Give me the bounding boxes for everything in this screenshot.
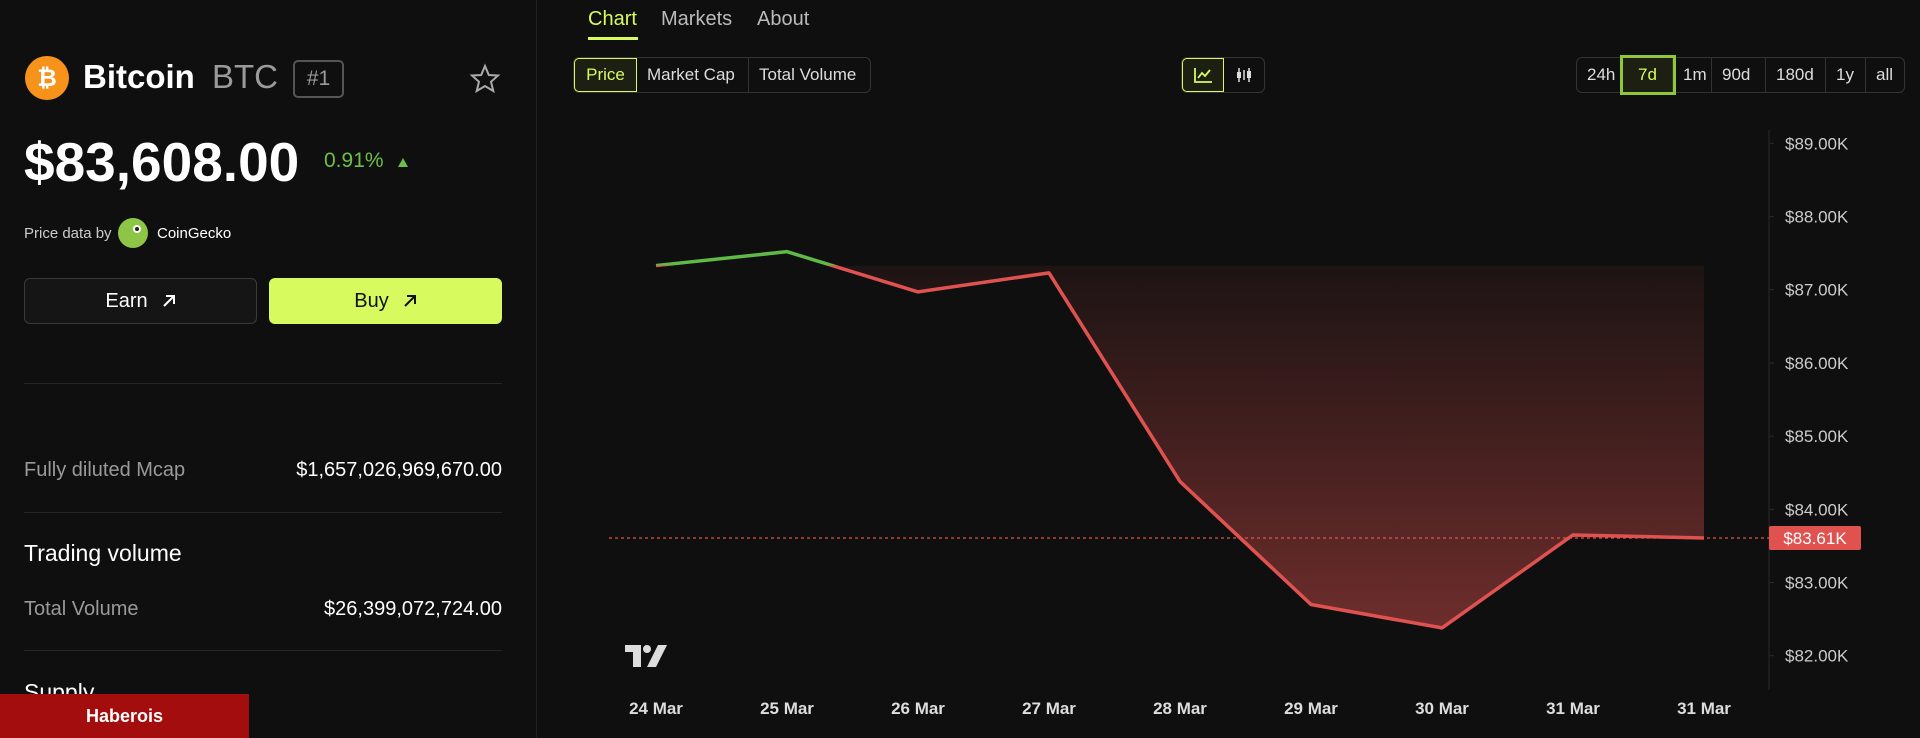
candle-style[interactable] [1224,58,1264,92]
earn-button[interactable]: Earn [24,278,257,324]
y-tick-label: $89.00K [1785,134,1849,153]
coin-logo: ₿ [25,56,69,100]
buy-button[interactable]: Buy [269,278,502,324]
range-option[interactable]: 1y [1826,58,1866,92]
range-option[interactable]: 180d [1766,58,1826,92]
stat-label: Fully diluted Mcap [24,459,186,481]
range-option[interactable]: 90d [1712,58,1766,92]
x-tick-label: 30 Mar [1415,699,1469,718]
source-prefix: Price data by [24,225,112,242]
up-arrow [398,158,408,167]
x-tick-label: 31 Mar [1677,699,1731,718]
button-label: Buy [354,289,389,312]
metric-option[interactable]: Price [574,58,637,92]
y-tick-label: $83.00K [1785,574,1849,593]
x-tick-label: 27 Mar [1022,699,1076,718]
x-tick-label: 28 Mar [1153,699,1207,718]
separator [24,650,502,651]
rank-badge: #1 [293,60,344,98]
x-tick-label: 24 Mar [629,699,683,718]
current-price-badge [1769,526,1861,551]
tradingview-logo [625,645,667,667]
tab[interactable]: About [757,8,810,30]
stat-value: $1,657,026,969,670.00 [296,459,502,481]
svg-text:₿: ₿ [37,65,57,92]
range-option[interactable]: 1m [1673,58,1712,92]
range-option[interactable]: all [1876,65,1894,84]
area [656,265,1704,628]
price: $83,608.00 [24,131,300,193]
separator [24,512,502,513]
star-button[interactable] [469,63,501,95]
y-tick-label: $84.00K [1785,500,1849,519]
x-tick-label: 26 Mar [891,699,945,718]
x-tick-label: 31 Mar [1546,699,1600,718]
stat-value: $26,399,072,724.00 [324,598,502,620]
source-name: CoinGecko [157,225,232,242]
metric-toggle: Price Market Cap Total Volume [573,57,871,93]
coin-symbol: BTC [212,58,278,95]
current-price-label: $83.61K [1783,529,1847,548]
line-style[interactable] [1182,58,1224,92]
y-tick-label: $87.00K [1785,281,1849,300]
y-tick-label: $85.00K [1785,427,1849,446]
button-label: Earn [105,289,148,312]
range-option[interactable]: 24h [1577,58,1623,92]
tab-underline [588,37,638,40]
arrow-icon [162,295,175,307]
watermark: Haberois [0,694,249,738]
price-line [655,249,1705,630]
y-tick-label: $82.00K [1785,647,1849,666]
stat-label: Total Volume [24,598,139,620]
separator [24,383,502,384]
price-change: 0.91% [324,149,384,172]
chart-style-toggle [1181,57,1265,93]
source-logo [118,218,148,248]
coin-name: Bitcoin [83,58,195,95]
tab[interactable]: Markets [661,8,733,30]
x-tick-label: 29 Mar [1284,699,1338,718]
metric-option[interactable]: Market Cap [637,58,749,92]
range-toggle: 24h 7d 1m 90d 180d 1y all [1576,55,1905,95]
range-option[interactable]: 7d [1620,55,1676,95]
y-tick-label: $88.00K [1785,208,1849,227]
metric-option[interactable]: Total Volume [759,65,857,84]
section-heading: Trading volume [24,540,182,566]
x-tick-label: 25 Mar [760,699,814,718]
y-tick-label: $86.00K [1785,354,1849,373]
tab[interactable]: Chart [588,8,637,30]
arrow-icon [404,295,416,307]
divider [536,0,537,738]
